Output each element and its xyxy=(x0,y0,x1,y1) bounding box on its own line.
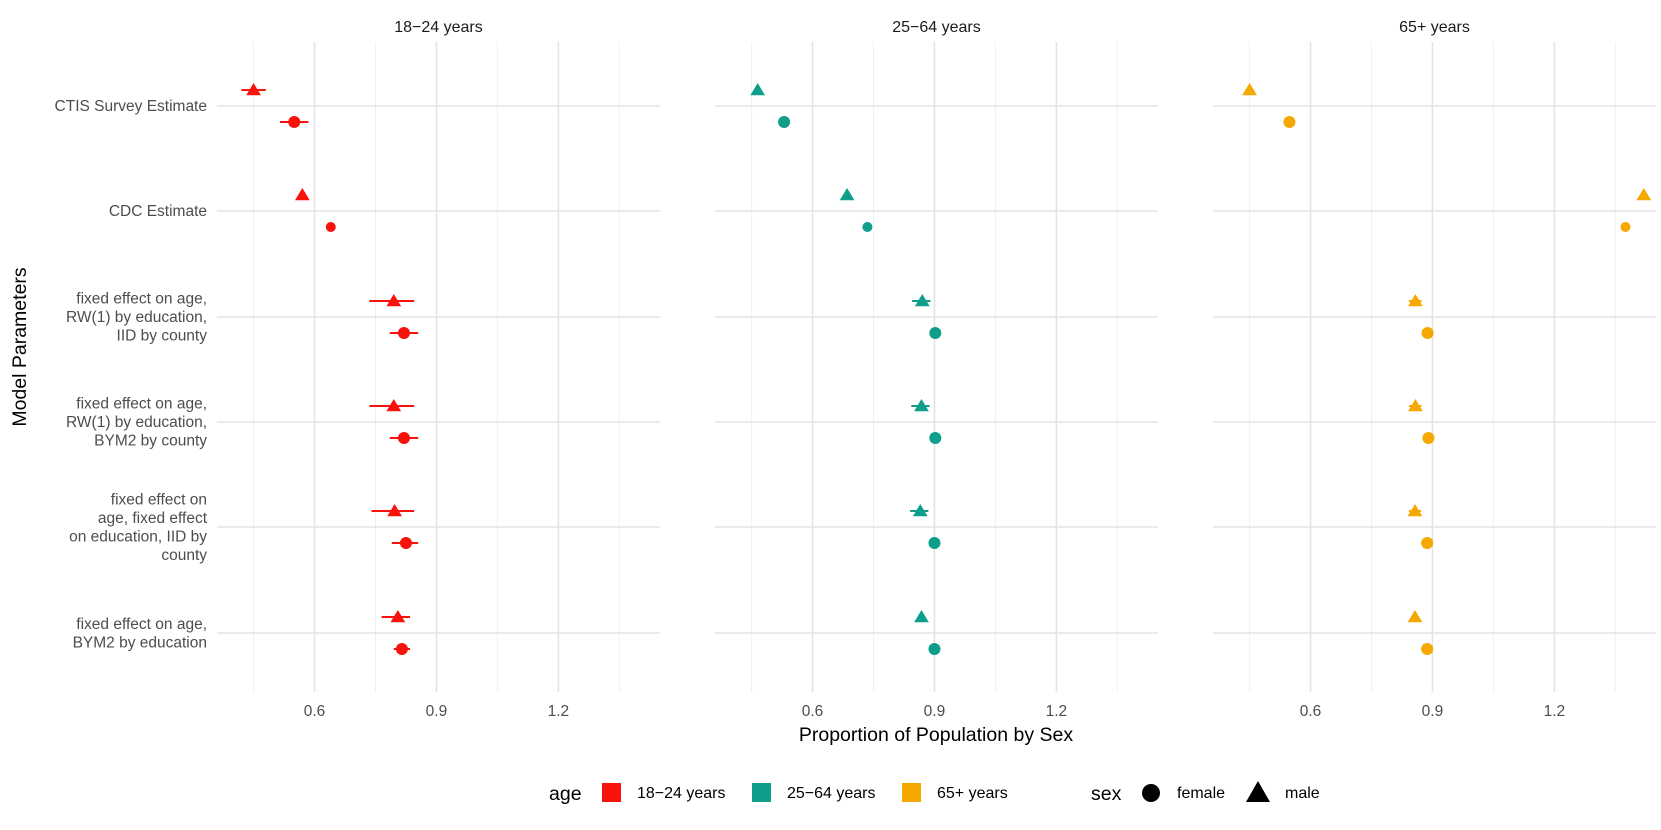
data-point-female xyxy=(928,537,941,549)
data-point-female xyxy=(928,643,941,655)
data-point-female xyxy=(397,432,410,444)
category-label-line: fixed effect on age, xyxy=(76,396,207,413)
category-label-line: CTIS Survey Estimate xyxy=(55,98,207,115)
data-point-male xyxy=(914,610,929,623)
category-label-line: fixed effect on age, xyxy=(76,616,207,633)
data-point-female xyxy=(1620,222,1631,232)
data-point-female xyxy=(1283,116,1296,128)
x-tick-label: 1.2 xyxy=(1046,703,1068,720)
x-tick-label: 0.6 xyxy=(304,703,326,720)
legend-label-65-plus: 65+ years xyxy=(937,785,1008,802)
x-tick-label: 0.9 xyxy=(426,703,448,720)
facet-title: 65+ years xyxy=(1399,19,1470,36)
data-point-male xyxy=(294,188,310,201)
legend-swatch-65-plus xyxy=(902,783,921,802)
category-label-line: county xyxy=(161,547,207,564)
legend-age-title: age xyxy=(549,783,582,805)
category-label-line: fixed effect on xyxy=(111,491,207,508)
data-point-male xyxy=(750,83,766,96)
category-label-line: IID by county xyxy=(117,328,208,345)
category-label-line: age, fixed effect xyxy=(98,510,208,527)
x-axis-title: Proportion of Population by Sex xyxy=(799,724,1074,746)
x-tick-label: 0.6 xyxy=(1300,703,1322,720)
mark-layer xyxy=(241,83,1652,655)
legend-label-female: female xyxy=(1177,785,1225,802)
x-tick-label: 1.2 xyxy=(1544,703,1566,720)
grid-layer xyxy=(217,42,1656,692)
category-label-line: on education, IID by xyxy=(69,528,207,545)
data-point-female xyxy=(399,537,412,549)
category-label-line: CDC Estimate xyxy=(109,203,207,220)
category-label-line: fixed effect on age, xyxy=(76,291,207,308)
data-point-male xyxy=(387,504,402,517)
data-point-male xyxy=(1408,399,1423,412)
category-label-line: RW(1) by education, xyxy=(66,414,207,431)
data-point-female xyxy=(1421,327,1434,339)
y-axis-title: Model Parameters xyxy=(9,267,31,427)
data-point-male xyxy=(1407,504,1423,517)
data-point-female xyxy=(1422,432,1435,444)
data-point-female xyxy=(862,222,873,232)
data-point-male xyxy=(390,610,406,623)
data-point-male xyxy=(1242,83,1257,96)
category-label: fixed effect on age, BYM2 by education xyxy=(73,616,207,652)
category-label-line: RW(1) by education, xyxy=(66,309,207,326)
facet-title: 25−64 years xyxy=(892,19,981,36)
data-point-male xyxy=(912,504,928,517)
x-tick-label: 0.9 xyxy=(924,703,946,720)
data-point-female xyxy=(325,222,336,232)
data-point-female xyxy=(288,116,301,128)
legend-swatch-18-24 xyxy=(602,783,621,802)
legend-label-25-64: 25−64 years xyxy=(787,785,876,802)
legend-female-circle xyxy=(1142,784,1160,802)
legend-label-male: male xyxy=(1285,785,1320,802)
category-label: fixed effect on age, RW(1) by education, B… xyxy=(66,396,207,450)
data-point-male xyxy=(386,294,402,307)
category-label-line: BYM2 by county xyxy=(94,433,207,450)
legend-swatch-25-64 xyxy=(752,783,771,802)
data-point-female xyxy=(1421,643,1434,655)
x-tick-label: 1.2 xyxy=(548,703,570,720)
data-point-female xyxy=(929,432,942,444)
data-point-male xyxy=(914,399,929,412)
legend: age 18−24 years 25−64 years 65+ years se… xyxy=(549,781,1320,805)
data-point-male xyxy=(1407,610,1423,623)
facet-title: 18−24 years xyxy=(394,19,483,36)
category-label: fixed effect on age, RW(1) by education, I… xyxy=(66,291,207,345)
data-point-female xyxy=(929,327,942,339)
x-tick-label: 0.6 xyxy=(802,703,824,720)
category-label: CTIS Survey Estimate xyxy=(55,98,207,115)
x-tick-label: 0.9 xyxy=(1422,703,1444,720)
legend-sex-title: sex xyxy=(1091,783,1122,805)
data-point-female xyxy=(397,327,410,339)
category-label: fixed effect on age, fixed effect on educa… xyxy=(69,491,208,564)
data-point-female xyxy=(778,116,791,128)
legend-label-18-24: 18−24 years xyxy=(637,785,726,802)
category-label: CDC Estimate xyxy=(109,203,207,220)
data-point-male xyxy=(839,188,855,201)
data-point-male xyxy=(914,294,930,307)
data-point-male xyxy=(1636,188,1652,201)
data-point-male xyxy=(246,83,261,96)
data-point-female xyxy=(395,643,408,655)
data-point-female xyxy=(1421,537,1434,549)
legend-male-triangle xyxy=(1246,781,1270,802)
label-layer: 0.6 0.9 1.2 18−24 years 0.6 0.9 1.2 25−64 years… xyxy=(55,19,1566,720)
data-point-male xyxy=(386,399,402,412)
category-label-line: BYM2 by education xyxy=(73,634,207,651)
data-point-male xyxy=(1408,294,1423,307)
